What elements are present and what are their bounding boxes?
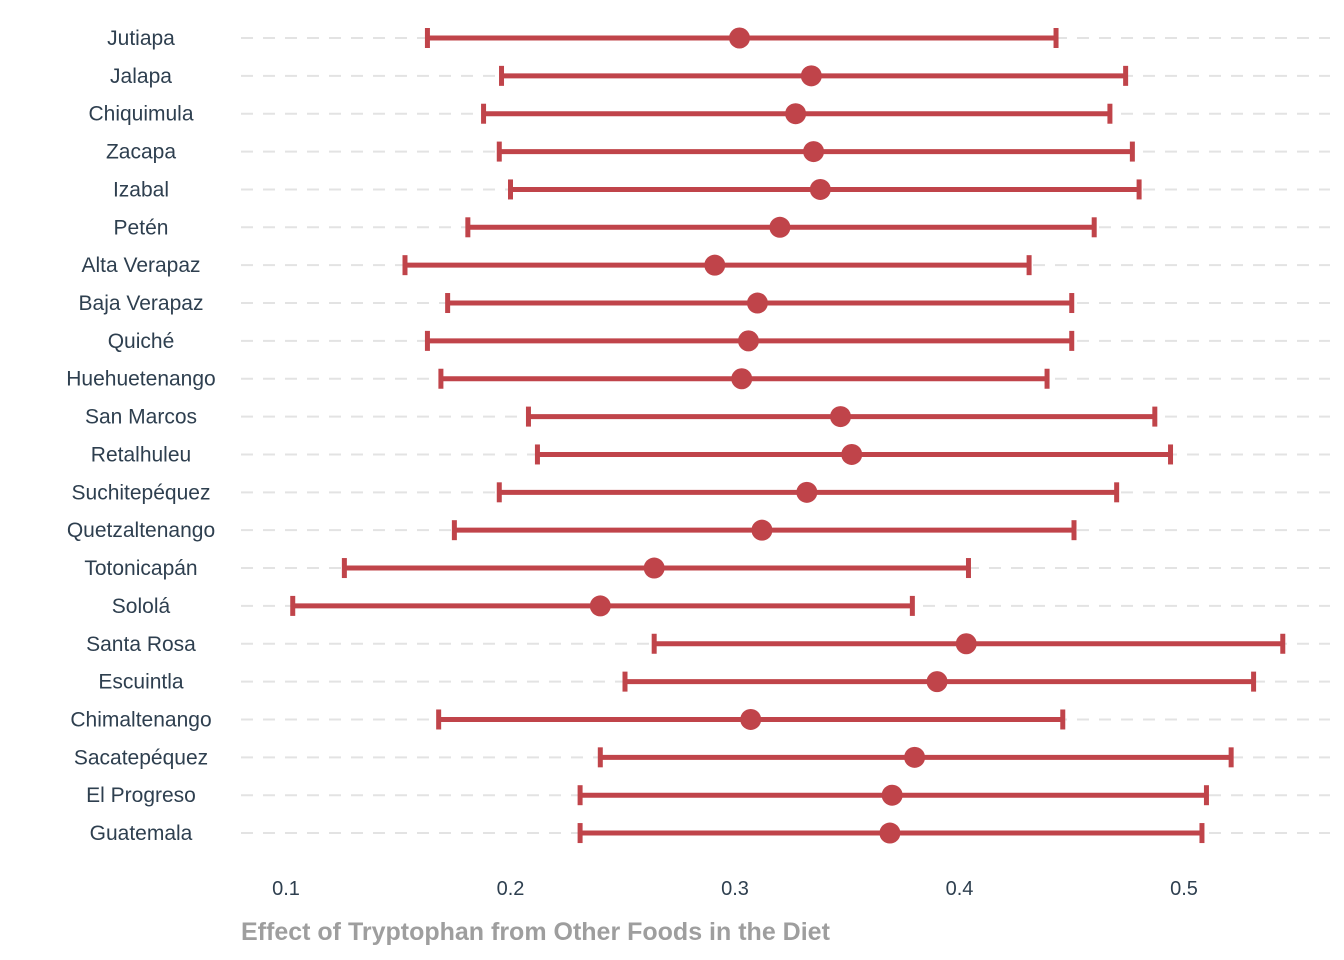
point-quetzaltenango (751, 519, 773, 541)
point-solol- (589, 595, 611, 617)
point-chiquimula (785, 103, 807, 125)
point-santa-rosa (955, 633, 977, 655)
point-el-progreso (881, 784, 903, 806)
gridlines (241, 37, 1330, 835)
point-izabal (809, 178, 831, 200)
category-label-sacatep-quez: Sacatepéquez (74, 746, 208, 769)
category-label-jalapa: Jalapa (110, 65, 172, 88)
category-label-jutiapa: Jutiapa (107, 27, 175, 50)
category-labels: Jutiapa Jalapa Chiquimula Zacapa Izabal Petén… (66, 27, 215, 845)
point-guatemala (879, 822, 901, 844)
category-label-huehuetenango: Huehuetenango (66, 368, 215, 391)
category-label-guatemala: Guatemala (90, 822, 193, 845)
point-zacapa (803, 141, 825, 163)
category-label-alta-verapaz: Alta Verapaz (81, 254, 200, 277)
x-tick-label: 0.3 (721, 878, 749, 900)
category-label-santa-rosa: Santa Rosa (86, 633, 196, 656)
category-label-izabal: Izabal (113, 178, 169, 201)
x-tick-label: 0.2 (497, 878, 525, 900)
x-tick-label: 0.5 (1170, 878, 1198, 900)
category-label-chimaltenango: Chimaltenango (70, 708, 211, 731)
point-huehuetenango (731, 368, 753, 390)
point-escuintla (926, 671, 948, 693)
point-sacatep-quez (904, 746, 926, 768)
category-label-quetzaltenango: Quetzaltenango (67, 519, 215, 542)
category-label-baja-verapaz: Baja Verapaz (79, 292, 204, 315)
category-label-el-progreso: El Progreso (86, 784, 196, 807)
point-quich- (737, 330, 759, 352)
point-estimates (589, 27, 977, 844)
point-totonicap-n (643, 557, 665, 579)
category-label-zacapa: Zacapa (106, 141, 176, 164)
category-label-escuintla: Escuintla (98, 671, 184, 694)
category-label-solol-: Sololá (112, 595, 171, 618)
x-tick-label: 0.1 (272, 878, 300, 900)
category-label-san-marcos: San Marcos (85, 406, 197, 429)
x-tick-labels: 0.1 0.2 0.3 0.4 0.5 (272, 878, 1198, 900)
point-suchitep-quez (796, 481, 818, 503)
x-axis-title: Effect of Tryptophan from Other Foods in… (241, 918, 831, 946)
category-label-retalhuleu: Retalhuleu (91, 443, 191, 466)
point-chimaltenango (740, 708, 762, 730)
category-label-chiquimula: Chiquimula (88, 103, 193, 126)
category-label-suchitep-quez: Suchitepéquez (72, 481, 211, 504)
x-tick-label: 0.4 (946, 878, 974, 900)
point-retalhuleu (841, 443, 863, 465)
category-label-pet-n: Petén (114, 216, 169, 239)
category-label-quich-: Quiché (108, 330, 175, 353)
point-jutiapa (728, 27, 750, 49)
point-san-marcos (830, 406, 852, 428)
error-bars (290, 28, 1286, 844)
category-label-totonicap-n: Totonicapán (84, 557, 197, 580)
point-baja-verapaz (746, 292, 768, 314)
point-pet-n (769, 216, 791, 238)
point-jalapa (800, 65, 822, 87)
point-alta-verapaz (704, 254, 726, 276)
